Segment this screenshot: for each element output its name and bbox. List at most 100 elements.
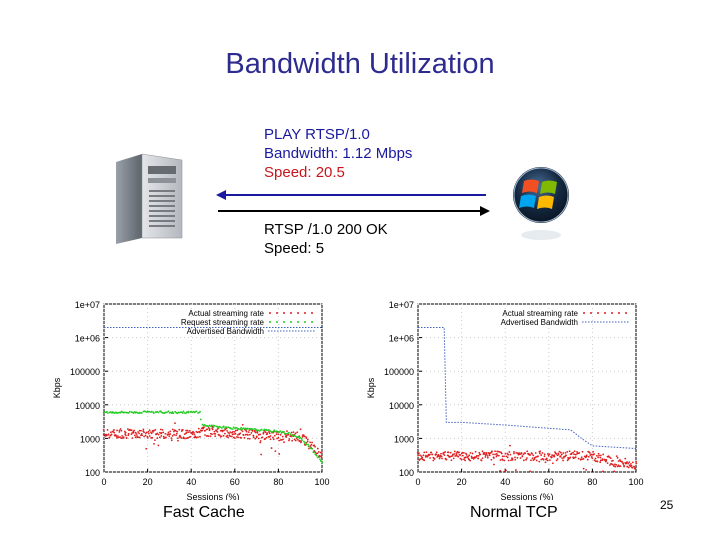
data-point	[533, 458, 536, 460]
data-point	[318, 454, 321, 457]
data-point	[171, 428, 174, 431]
data-point	[106, 410, 108, 413]
data-point	[161, 428, 164, 431]
data-point	[309, 441, 311, 444]
y-tick-label: 1e+06	[389, 334, 414, 344]
data-point	[144, 434, 147, 437]
data-point	[503, 459, 506, 462]
data-point	[556, 458, 559, 460]
data-point	[500, 452, 503, 455]
data-point	[279, 433, 282, 436]
data-point	[449, 451, 452, 454]
data-point	[124, 431, 127, 434]
data-point	[289, 433, 292, 436]
data-point	[240, 436, 243, 439]
data-point	[314, 453, 317, 456]
data-point	[264, 437, 267, 440]
data-point	[542, 458, 545, 461]
data-point	[245, 430, 248, 433]
data-point	[474, 450, 477, 453]
data-point	[267, 430, 270, 433]
data-point	[591, 457, 594, 460]
legend-swatch	[304, 312, 306, 314]
data-point	[234, 429, 237, 432]
data-point	[281, 435, 284, 438]
data-point	[491, 450, 493, 453]
data-point	[252, 434, 255, 437]
message-arrows	[216, 190, 490, 216]
data-point	[456, 455, 458, 457]
data-point	[608, 456, 611, 459]
data-point	[429, 453, 431, 456]
data-point	[236, 434, 239, 436]
data-point	[455, 452, 458, 454]
data-point	[316, 452, 319, 455]
data-point	[150, 432, 153, 435]
data-point	[244, 433, 247, 436]
data-point	[593, 459, 596, 462]
data-point	[147, 432, 150, 435]
data-point	[310, 443, 313, 446]
data-point	[299, 428, 302, 431]
data-point	[541, 452, 544, 454]
data-point	[419, 458, 421, 460]
data-point	[170, 439, 173, 442]
data-point	[305, 437, 308, 439]
data-point	[186, 437, 189, 439]
data-point	[320, 455, 323, 458]
slide-title: Bandwidth Utilization	[225, 48, 495, 80]
data-point	[596, 460, 599, 463]
data-point	[122, 436, 125, 439]
data-point	[214, 435, 217, 438]
data-point	[493, 457, 495, 459]
data-point	[199, 429, 202, 432]
data-point	[313, 451, 316, 454]
data-point	[478, 453, 481, 456]
data-point	[481, 450, 484, 453]
data-point	[189, 429, 191, 432]
data-point	[630, 463, 632, 465]
data-point	[128, 410, 131, 413]
data-point	[464, 459, 467, 462]
data-point	[295, 436, 298, 439]
data-point	[135, 433, 138, 435]
data-point	[478, 451, 481, 454]
legend-label: Advertised Bandwidth	[501, 318, 578, 327]
data-point	[516, 457, 519, 459]
data-point	[470, 455, 473, 458]
legend-label: Actual streaming rate	[188, 309, 264, 318]
data-point	[254, 431, 257, 434]
data-point	[236, 429, 239, 432]
data-point	[176, 437, 179, 440]
data-point	[266, 432, 269, 434]
data-point	[229, 435, 232, 438]
data-point	[448, 455, 451, 458]
data-point	[305, 443, 308, 446]
data-point	[301, 439, 303, 442]
legend-label: Actual streaming rate	[502, 309, 578, 318]
data-point	[178, 411, 181, 414]
legend-swatch	[611, 312, 613, 314]
data-point	[513, 452, 515, 455]
data-point	[494, 453, 496, 456]
data-point	[216, 430, 219, 433]
data-point	[275, 433, 278, 436]
data-point	[123, 411, 126, 414]
data-point	[127, 432, 130, 435]
data-point	[269, 430, 272, 433]
data-point	[611, 463, 614, 466]
data-point	[175, 432, 178, 435]
data-point	[257, 433, 260, 436]
data-point	[485, 453, 488, 456]
data-point	[531, 457, 534, 460]
data-point	[308, 445, 310, 448]
data-point	[562, 459, 564, 462]
data-point	[291, 439, 294, 442]
data-point	[613, 470, 616, 473]
data-point	[497, 454, 500, 457]
data-point	[269, 438, 272, 441]
data-point	[543, 455, 546, 458]
data-point	[531, 452, 534, 455]
data-point	[285, 436, 288, 438]
data-point	[481, 457, 484, 460]
